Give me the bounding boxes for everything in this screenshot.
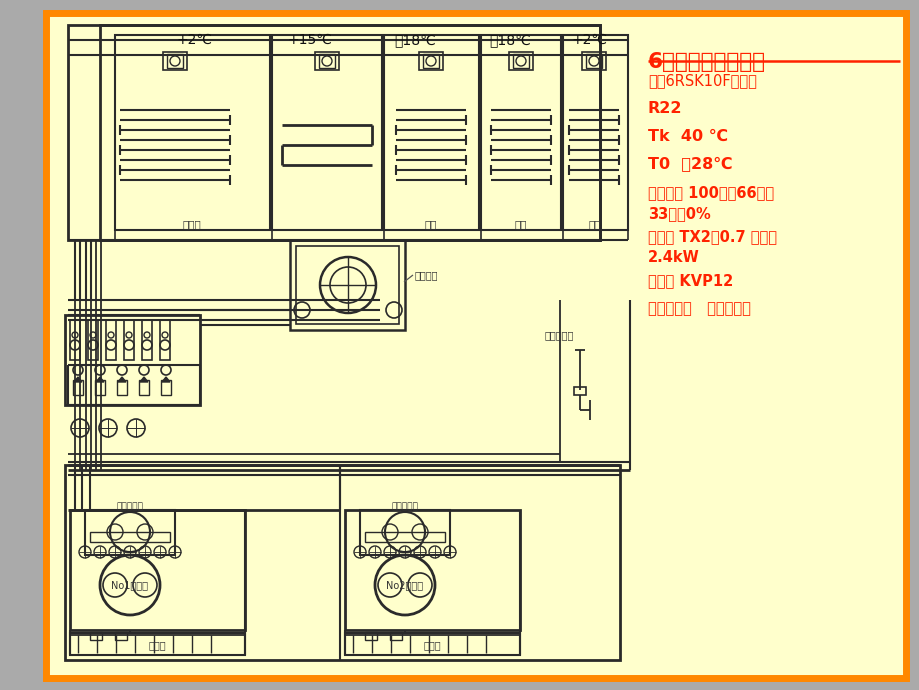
Bar	[390, 632, 402, 640]
Bar	[167, 54, 183, 68]
Polygon shape	[96, 377, 104, 382]
Bar	[90, 632, 102, 640]
Text: 肉库: 肉库	[425, 219, 437, 229]
Bar	[365, 632, 377, 640]
Bar	[272, 35, 381, 230]
Bar	[513, 54, 528, 68]
Bar	[160, 320, 170, 360]
Bar	[289, 240, 404, 330]
Text: 干货库: 干货库	[183, 219, 201, 229]
Bar	[345, 510, 519, 630]
Bar	[418, 52, 443, 70]
Text: 菜库: 菜库	[588, 219, 601, 229]
Bar	[139, 380, 149, 395]
Text: 滑油分离器: 滑油分离器	[391, 502, 418, 511]
Bar	[573, 387, 585, 395]
Text: +2℃: +2℃	[176, 33, 213, 47]
Text: 冷凝器: 冷凝器	[423, 640, 440, 650]
Bar	[296, 246, 399, 324]
Polygon shape	[74, 377, 82, 382]
Bar	[585, 54, 601, 68]
Bar	[73, 380, 83, 395]
Text: 6万吨油轮伙食冷库: 6万吨油轮伙食冷库	[647, 52, 766, 72]
Bar	[100, 25, 599, 240]
Bar	[423, 54, 438, 68]
Polygon shape	[118, 377, 126, 382]
Text: +15℃: +15℃	[288, 33, 332, 47]
Bar	[383, 35, 479, 230]
Polygon shape	[162, 377, 170, 382]
Bar	[582, 52, 606, 70]
Text: 能量调节 100％－66％－
33％－0%: 能量调节 100％－66％－ 33％－0%	[647, 185, 773, 221]
Bar	[481, 35, 561, 230]
Bar	[70, 633, 244, 655]
Text: 膨胀阀 TX2－0.7 制冷量
2.4kW: 膨胀阀 TX2－0.7 制冷量 2.4kW	[647, 229, 777, 265]
Polygon shape	[140, 377, 148, 382]
Text: 背压阀 KVP12: 背压阀 KVP12	[647, 273, 732, 288]
Text: R22: R22	[647, 101, 682, 116]
Text: 鱼库: 鱼库	[515, 219, 527, 229]
Bar	[314, 52, 338, 70]
Bar	[65, 465, 619, 660]
Text: T0  －28℃: T0 －28℃	[647, 157, 732, 172]
Text: －18℃: －18℃	[489, 33, 530, 47]
Bar	[115, 35, 269, 230]
Bar	[319, 54, 335, 68]
Text: 两台6RSK10F压缩机: 两台6RSK10F压缩机	[647, 73, 756, 88]
Text: 冷凝器: 冷凝器	[148, 640, 165, 650]
Bar	[124, 320, 134, 360]
Bar	[70, 320, 80, 360]
Bar	[115, 632, 127, 640]
Text: 控制阀板: 控制阀板	[414, 270, 438, 280]
Bar	[90, 532, 170, 542]
Text: No1压缩机: No1压缩机	[111, 580, 148, 590]
Bar	[70, 510, 244, 630]
Bar	[95, 380, 105, 395]
Text: －18℃: －18℃	[393, 33, 436, 47]
Bar	[65, 315, 199, 405]
Bar	[85, 510, 175, 555]
Bar	[117, 380, 127, 395]
Text: 压缩机启停   低压继电器: 压缩机启停 低压继电器	[647, 301, 750, 316]
Text: 通舱外大气: 通舱外大气	[544, 330, 573, 340]
Bar	[359, 510, 449, 555]
Bar	[68, 25, 599, 240]
Bar	[345, 633, 519, 655]
Bar	[562, 35, 628, 230]
Bar	[163, 52, 187, 70]
Bar	[142, 320, 152, 360]
Text: +2℃: +2℃	[572, 33, 607, 47]
Text: No2压缩机: No2压缩机	[386, 580, 423, 590]
Bar	[88, 320, 98, 360]
Text: 滑油分离器: 滑油分离器	[117, 502, 143, 511]
Bar	[365, 532, 445, 542]
Bar	[508, 52, 532, 70]
Text: Tk  40 ℃: Tk 40 ℃	[647, 129, 727, 144]
Bar	[106, 320, 116, 360]
Bar	[161, 380, 171, 395]
